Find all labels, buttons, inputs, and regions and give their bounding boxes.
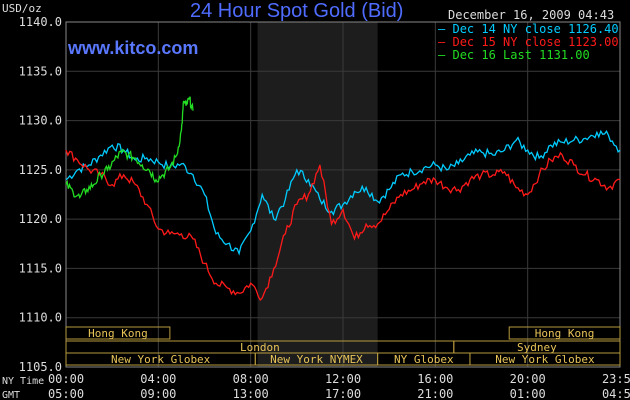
session-bar [469, 352, 621, 366]
session-label: New York Globex [495, 353, 595, 366]
y-tick-label: 1110.0 [19, 311, 62, 325]
x-tick-label-gmt: 17:00 [325, 387, 361, 400]
legend-item-dec16: – Dec 16 Last 1131.00 [438, 48, 590, 62]
series-line [65, 96, 194, 200]
x-tick-label-gmt: 09:00 [140, 387, 176, 400]
series-line [65, 129, 621, 256]
y-tick-label: 1135.0 [19, 64, 62, 78]
x-tick-label-ny: 16:00 [417, 372, 453, 386]
legend-item-dec15: – Dec 15 NY close 1123.00 [438, 35, 619, 49]
timestamp-label: December 16, 2009 04:43 [448, 8, 615, 22]
session-bar [65, 326, 171, 340]
y-tick-label: 1105.0 [19, 360, 62, 374]
y-tick-label: 1115.0 [19, 261, 62, 275]
x-tick-label-ny: 08:00 [233, 372, 269, 386]
site-link[interactable]: www.kitco.com [68, 38, 199, 58]
legend-marker: – [438, 35, 446, 49]
session-label: Hong Kong [535, 327, 595, 340]
legend-marker: – [438, 48, 446, 62]
legend-text: Dec 16 Last 1131.00 [452, 48, 590, 62]
x-tick-label-gmt: 21:00 [417, 387, 453, 400]
x-axis-row-label-gmt: GMT [2, 390, 20, 400]
session-label: New York NYMEX [270, 353, 363, 366]
x-tick-label-gmt: 13:00 [233, 387, 269, 400]
session-bar [508, 326, 621, 340]
x-tick-label-ny: 20:00 [510, 372, 546, 386]
y-tick-label: 1120.0 [19, 212, 62, 226]
chart-title: 24 Hour Spot Gold (Bid) [190, 0, 404, 22]
legend-item-dec14: – Dec 14 NY close 1126.40 [438, 22, 619, 36]
session-label: Hong Kong [88, 327, 148, 340]
x-axis-row-label-ny: NY Time [2, 376, 44, 387]
y-tick-label: 1130.0 [19, 114, 62, 128]
legend-text: Dec 14 NY close 1126.40 [452, 22, 619, 36]
session-label: New York Globex [111, 353, 211, 366]
legend-marker: – [438, 22, 446, 36]
x-tick-label-ny: 04:00 [140, 372, 176, 386]
session-label: NY Globex [394, 353, 454, 366]
x-tick-label-ny: 12:00 [325, 372, 361, 386]
nymex-shaded-region [257, 22, 378, 367]
y-axis-unit-label: USD/oz [2, 2, 42, 15]
legend-text: Dec 15 NY close 1123.00 [452, 35, 619, 49]
x-tick-label-ny: 00:00 [48, 372, 84, 386]
x-tick-label-gmt: 05:00 [48, 387, 84, 400]
series-line [65, 149, 621, 302]
x-tick-label-gmt: 01:00 [510, 387, 546, 400]
session-label: London [240, 341, 280, 354]
plot-border [65, 21, 621, 368]
session-label: Sydney [517, 341, 557, 354]
x-tick-label-ny: 23:59 [602, 372, 630, 386]
x-tick-label-gmt: 04:59 [602, 387, 630, 400]
y-tick-label: 1125.0 [19, 163, 62, 177]
y-tick-label: 1140.0 [19, 15, 62, 29]
